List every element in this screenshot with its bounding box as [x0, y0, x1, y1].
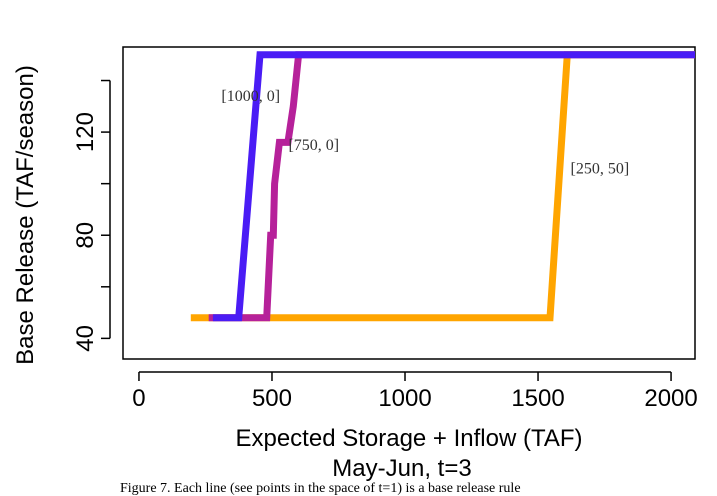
- plot-frame: [122, 46, 696, 360]
- series-annotation: [750, 0]: [288, 137, 339, 154]
- series-annotation: [250, 50]: [570, 160, 629, 177]
- y-tick-label: 80: [72, 222, 99, 249]
- series-line: [208, 51, 695, 322]
- x-tick-label: 1500: [511, 385, 564, 412]
- y-axis-title: Base Release (TAF/season): [12, 65, 39, 365]
- series-line: [212, 51, 695, 322]
- x-tick-label: 1000: [378, 385, 431, 412]
- series-labels: [1000, 0] [750, 0] [250, 50]: [221, 88, 629, 177]
- x-tick-label: 0: [132, 385, 145, 412]
- series-lines: [190, 51, 695, 322]
- figure-caption: Figure 7. Each line (see points in the s…: [120, 481, 521, 496]
- series-annotation: [1000, 0]: [221, 88, 280, 105]
- y-tick-label: 120: [72, 112, 99, 152]
- x-tick-label: 500: [252, 385, 292, 412]
- axes: 0 500 1000 1500 2000 40 80 120: [72, 79, 698, 412]
- y-tick-label: 40: [72, 325, 99, 352]
- x-axis-title: Expected Storage + Inflow (TAF): [235, 425, 582, 452]
- x-tick-label: 2000: [644, 385, 697, 412]
- chart-subtitle: May-Jun, t=3: [332, 455, 471, 482]
